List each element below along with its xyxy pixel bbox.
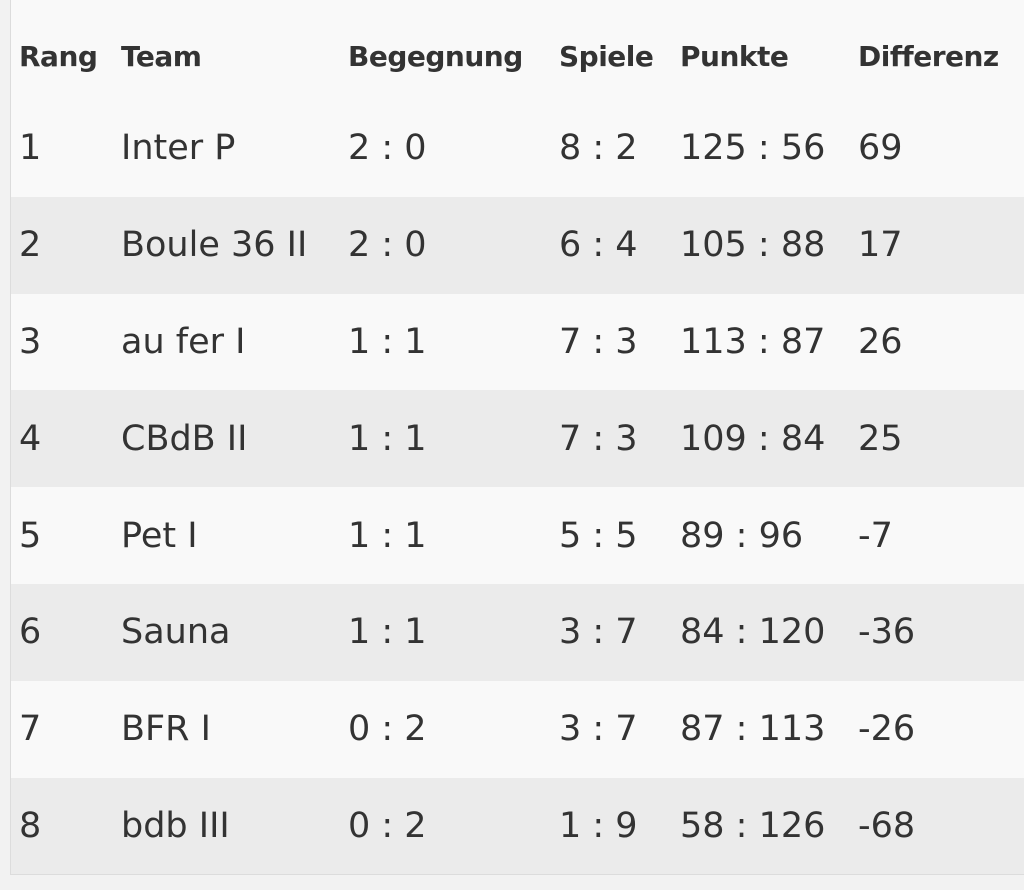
table-cell: 109 : 84 [680,418,826,459]
table-cell: -7 [858,515,893,556]
table-row: 4 CBdB II 1 : 1 7 : 3 109 : 84 25 [11,390,1024,488]
table-cell: 69 [858,128,903,169]
table-cell: 3 [19,321,42,362]
table-cell: 7 : 3 [559,321,638,362]
table-cell: 17 [858,225,903,266]
header-cell: Differenz [858,39,999,73]
header-cell: Team [121,39,202,73]
table-cell: CBdB II [121,418,248,459]
table-cell: 1 [19,128,42,169]
table-cell: 4 [19,418,42,459]
table-cell: 0 : 2 [348,709,427,750]
table-cell: 2 : 0 [348,225,427,266]
table-cell: 1 : 1 [348,612,427,653]
table-cell: 7 : 3 [559,418,638,459]
table-cell: Pet I [121,515,198,556]
table-cell: 26 [858,321,903,362]
table-cell: 1 : 9 [559,805,638,846]
table-cell: 58 : 126 [680,805,826,846]
table-cell: 87 : 113 [680,709,826,750]
header-cell: Punkte [680,39,789,73]
table-cell: au fer I [121,321,246,362]
table-cell: bdb III [121,805,230,846]
table-cell: BFR I [121,709,211,750]
table-cell: 3 : 7 [559,612,638,653]
table-cell: 5 [19,515,42,556]
table-cell: 113 : 87 [680,321,826,362]
table-row: 1 Inter P 2 : 0 8 : 2 125 : 56 69 [11,100,1024,197]
table-row: 6 Sauna 1 : 1 3 : 7 84 : 120 -36 [11,584,1024,681]
table-cell: Boule 36 II [121,225,308,266]
table-row: 2 Boule 36 II 2 : 0 6 : 4 105 : 88 17 [11,196,1024,294]
table-row: 5 Pet I 1 : 1 5 : 5 89 : 96 -7 [11,487,1024,584]
table-cell: 6 : 4 [559,225,638,266]
table-cell: 8 : 2 [559,128,638,169]
table-row: 8 bdb III 0 : 2 1 : 9 58 : 126 -68 [11,777,1024,875]
table-cell: 8 [19,805,42,846]
table-cell: 125 : 56 [680,128,826,169]
table-cell: -26 [858,709,916,750]
standings-table: Rang Team Begegnung Spiele Punkte Differenz 1 I… [10,0,1024,875]
table-cell: 7 [19,709,42,750]
table-cell: Sauna [121,612,231,653]
header-cell: Spiele [559,39,654,73]
table-cell: 6 [19,612,42,653]
table-row: 7 BFR I 0 : 2 3 : 7 87 : 113 -26 [11,681,1024,778]
table-cell: 25 [858,418,903,459]
table-cell: 1 : 1 [348,418,427,459]
header-cell: Rang [19,39,98,73]
table-cell: 89 : 96 [680,515,804,556]
table-cell: 3 : 7 [559,709,638,750]
table-cell: 84 : 120 [680,612,826,653]
table-cell: 0 : 2 [348,805,427,846]
table-cell: 1 : 1 [348,321,427,362]
table-cell: 2 : 0 [348,128,427,169]
table-cell: -68 [858,805,916,846]
table-cell: 2 [19,225,42,266]
table-cell: Inter P [121,128,236,169]
table-cell: -36 [858,612,916,653]
header-row: Rang Team Begegnung Spiele Punkte Differenz [11,8,1024,104]
table-cell: 1 : 1 [348,515,427,556]
table-cell: 5 : 5 [559,515,638,556]
table-row: 3 au fer I 1 : 1 7 : 3 113 : 87 26 [11,294,1024,391]
header-cell: Begegnung [348,39,523,73]
table-cell: 105 : 88 [680,225,826,266]
